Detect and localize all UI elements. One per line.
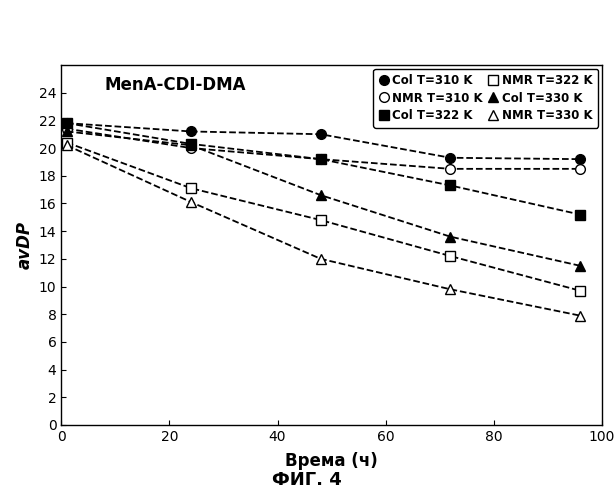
X-axis label: Врема (ч): Врема (ч) [285,452,378,470]
Text: ФИГ. 4: ФИГ. 4 [272,471,342,489]
Text: MenA-CDI-DMA: MenA-CDI-DMA [104,76,246,94]
Legend: Col T=310 K, NMR T=310 K, Col T=322 K, NMR T=322 K, Col T=330 K, NMR T=330 K: Col T=310 K, NMR T=310 K, Col T=322 K, N… [373,68,598,128]
Y-axis label: avDP: avDP [15,221,33,269]
